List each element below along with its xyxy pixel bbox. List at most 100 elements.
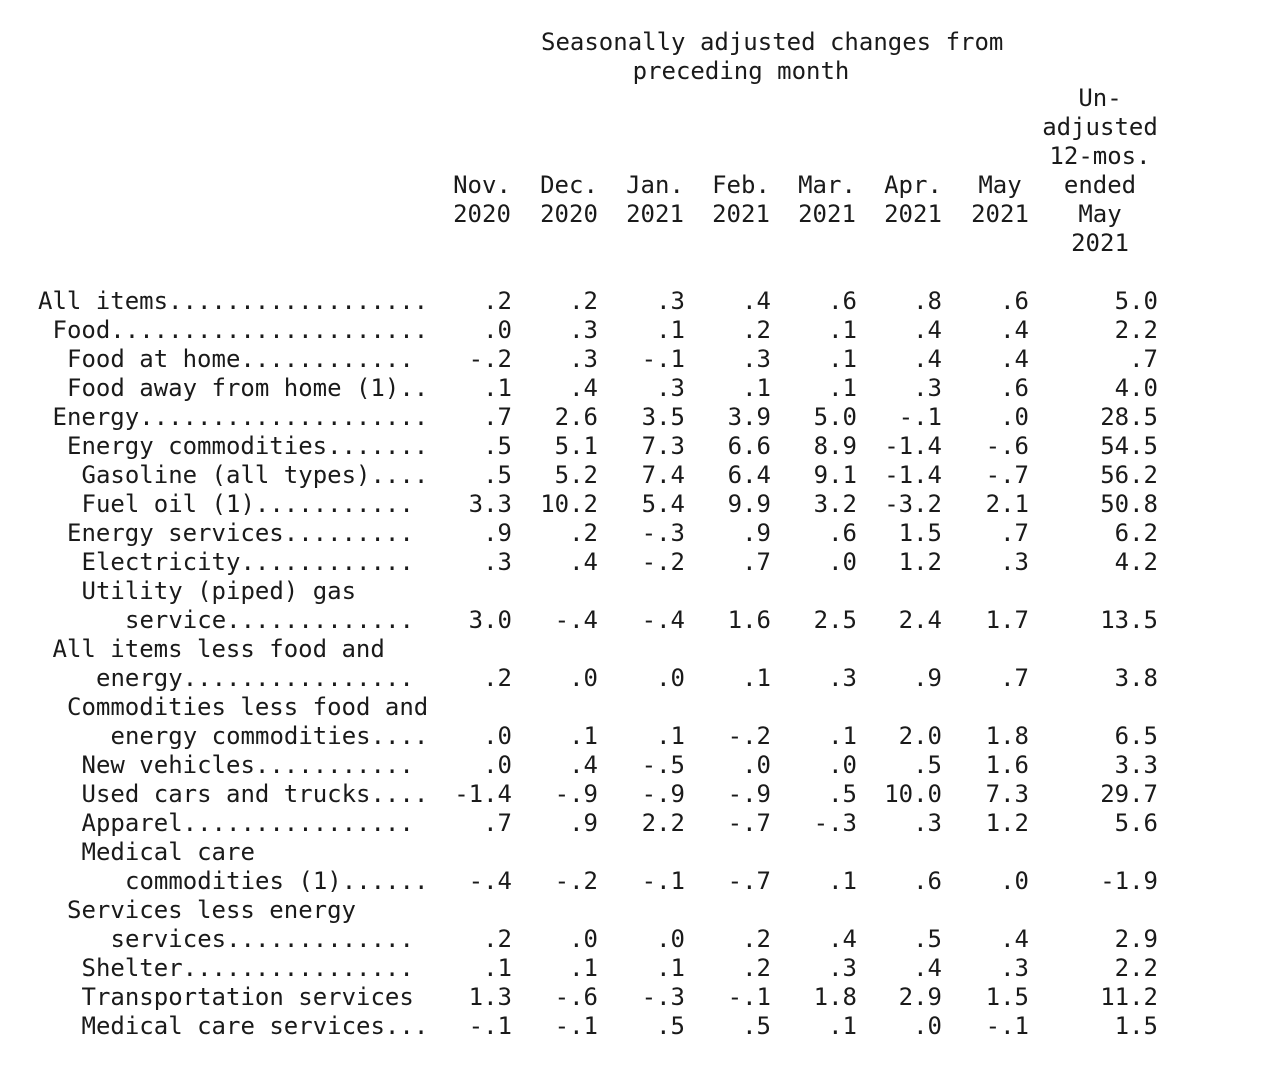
column-header: 2020: [540, 199, 598, 228]
table-cell: .5: [483, 431, 512, 460]
column-header: Nov.: [453, 170, 511, 199]
table-cell: 3.3: [1114, 750, 1158, 779]
column-header: 2021: [971, 199, 1029, 228]
table-cell: 28.5: [1100, 402, 1158, 431]
row-label: Utility (piped) gas: [81, 576, 357, 605]
row-label: Fuel oil (1)...........: [81, 489, 414, 518]
column-header: adjusted: [1042, 112, 1158, 141]
table-cell: -.4: [554, 605, 598, 634]
table-cell: -3.2: [884, 489, 942, 518]
table-cell: .3: [828, 663, 857, 692]
table-cell: 6.6: [727, 431, 771, 460]
table-cell: .4: [569, 750, 598, 779]
super-header-line: Seasonally adjusted changes from: [541, 27, 1004, 56]
table-cell: 7.3: [985, 779, 1029, 808]
table-cell: .0: [742, 750, 771, 779]
table-cell: .0: [828, 750, 857, 779]
table-cell: -.1: [727, 982, 771, 1011]
table-cell: 11.2: [1100, 982, 1158, 1011]
table-cell: .0: [483, 315, 512, 344]
table-cell: .3: [1000, 547, 1029, 576]
column-header: May: [1078, 199, 1122, 228]
table-cell: 7.4: [641, 460, 685, 489]
table-cell: .5: [483, 460, 512, 489]
table-cell: 2.4: [898, 605, 942, 634]
table-cell: .1: [483, 953, 512, 982]
table-cell: -.9: [727, 779, 771, 808]
table-cell: -.7: [727, 866, 771, 895]
table-cell: .7: [1000, 663, 1029, 692]
table-cell: .6: [913, 866, 942, 895]
table-cell: .3: [569, 344, 598, 373]
table-cell: .4: [828, 924, 857, 953]
column-header: May: [978, 170, 1022, 199]
table-cell: .1: [828, 1011, 857, 1040]
table-cell: -1.4: [454, 779, 512, 808]
table-cell: 1.6: [727, 605, 771, 634]
table-cell: .0: [483, 721, 512, 750]
table-cell: 5.2: [554, 460, 598, 489]
table-cell: .6: [828, 286, 857, 315]
table-cell: 2.2: [1114, 315, 1158, 344]
table-cell: -.2: [468, 344, 512, 373]
table-cell: .3: [656, 286, 685, 315]
row-label: Medical care services...: [81, 1011, 429, 1040]
column-header: Dec.: [540, 170, 598, 199]
table-cell: 1.3: [468, 982, 512, 1011]
table-cell: .1: [656, 315, 685, 344]
table-cell: 29.7: [1100, 779, 1158, 808]
table-cell: .1: [742, 663, 771, 692]
table-cell: 56.2: [1100, 460, 1158, 489]
table-cell: .7: [483, 402, 512, 431]
table-cell: .1: [828, 344, 857, 373]
column-header: Jan.: [626, 170, 684, 199]
table-cell: 8.9: [813, 431, 857, 460]
row-label: services.............: [110, 924, 414, 953]
column-header: 2021: [798, 199, 856, 228]
table-cell: .0: [569, 663, 598, 692]
row-label: Gasoline (all types)....: [81, 460, 429, 489]
table-cell: .2: [483, 286, 512, 315]
table-cell: 5.0: [1114, 286, 1158, 315]
row-label: Shelter................: [81, 953, 414, 982]
table-cell: -1.4: [884, 431, 942, 460]
row-label: Food away from home (1)..: [67, 373, 429, 402]
row-label: Food......................: [52, 315, 429, 344]
table-cell: -.1: [898, 402, 942, 431]
table-cell: 13.5: [1100, 605, 1158, 634]
table-cell: -.6: [554, 982, 598, 1011]
table-cell: 1.5: [1114, 1011, 1158, 1040]
table-cell: 6.4: [727, 460, 771, 489]
table-cell: -1.4: [884, 460, 942, 489]
table-cell: 4.0: [1114, 373, 1158, 402]
column-header: 2021: [884, 199, 942, 228]
table-cell: .3: [569, 315, 598, 344]
row-label: Used cars and trucks....: [81, 779, 429, 808]
table-cell: .1: [483, 373, 512, 402]
table-cell: 1.2: [898, 547, 942, 576]
table-cell: .3: [656, 373, 685, 402]
table-cell: -.4: [641, 605, 685, 634]
table-cell: 3.2: [813, 489, 857, 518]
table-cell: .9: [742, 518, 771, 547]
column-header: Mar.: [798, 170, 856, 199]
table-cell: .6: [1000, 286, 1029, 315]
table-cell: 3.8: [1114, 663, 1158, 692]
table-cell: .2: [483, 924, 512, 953]
table-cell: .0: [913, 1011, 942, 1040]
table-cell: .1: [656, 953, 685, 982]
table-cell: 7.3: [641, 431, 685, 460]
table-cell: 3.3: [468, 489, 512, 518]
table-cell: 2.1: [985, 489, 1029, 518]
table-cell: -.2: [727, 721, 771, 750]
row-label: Services less energy: [67, 895, 356, 924]
row-label: commodities (1)......: [125, 866, 429, 895]
table-cell: .2: [742, 953, 771, 982]
column-header: Apr.: [884, 170, 942, 199]
table-cell: .1: [569, 953, 598, 982]
table-cell: .1: [569, 721, 598, 750]
row-label: Electricity............: [81, 547, 414, 576]
row-label: All items less food and: [52, 634, 385, 663]
table-cell: -1.9: [1100, 866, 1158, 895]
